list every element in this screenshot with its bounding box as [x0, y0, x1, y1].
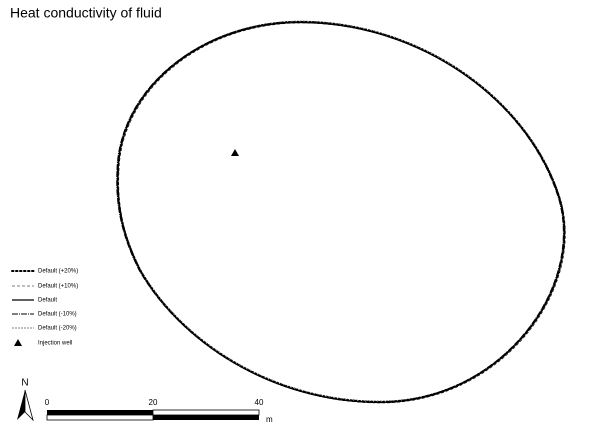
legend-label: Default (+20%) [38, 269, 78, 275]
legend-label: Injection well [38, 341, 72, 347]
north-arrow: N [17, 378, 34, 422]
contour [116, 21, 564, 403]
legend-label: Default (-10%) [38, 312, 77, 318]
legend-triangle [14, 339, 22, 346]
contours [116, 20, 566, 404]
scale-label: 40 [255, 398, 264, 407]
arrow-right [24, 389, 34, 422]
scale-label: 0 [45, 398, 50, 407]
injection-well [231, 149, 239, 156]
scale-seg [46, 414, 154, 421]
scale-seg [47, 410, 153, 415]
scale-unit: m [266, 415, 273, 424]
contour [117, 21, 565, 404]
legend-label: Default (+10%) [38, 284, 78, 290]
contour [116, 20, 566, 404]
legend-label: Default [38, 298, 57, 304]
contour [117, 20, 566, 402]
scale-bar: 0 20 40 m [45, 398, 273, 424]
title: Heat conductivity of fluid [10, 5, 162, 21]
north-label: N [21, 378, 28, 389]
scale-seg [153, 415, 259, 420]
scale-seg [152, 409, 260, 416]
legend-label: Default (-20%) [38, 326, 77, 332]
contour [118, 22, 566, 404]
arrow-left [17, 390, 25, 420]
scale-label: 20 [149, 398, 158, 407]
legend: Default (+20%) Default (+10%) Default Defau… [11, 269, 78, 347]
